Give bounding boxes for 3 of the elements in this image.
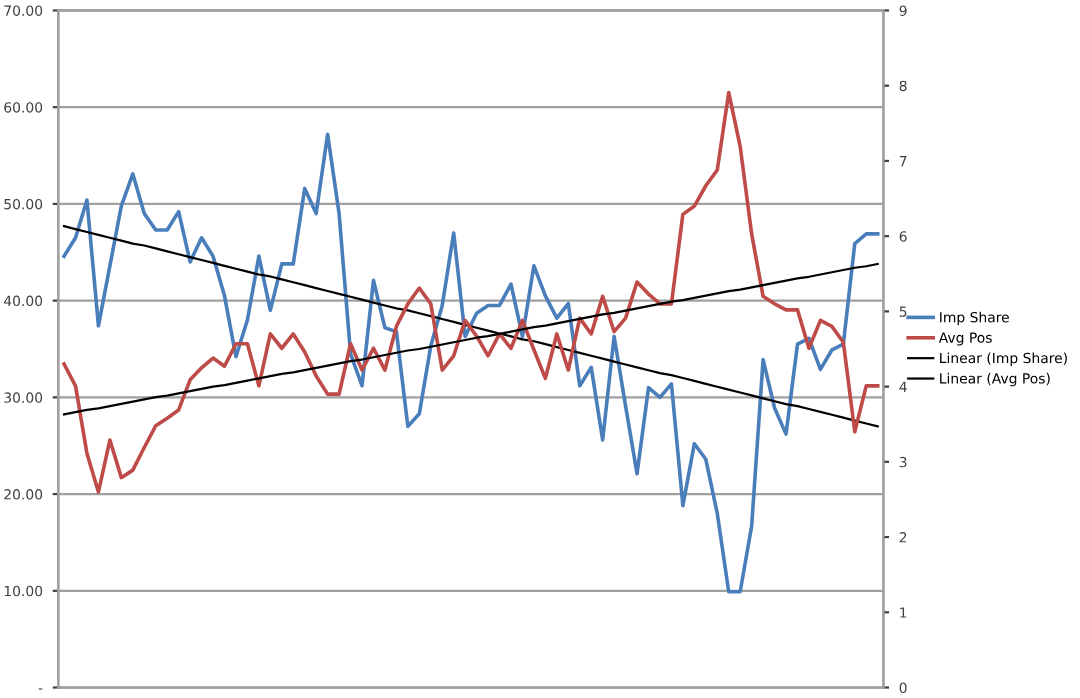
line-series xyxy=(62,132,880,594)
line-series xyxy=(62,225,879,428)
line-series xyxy=(62,90,880,494)
